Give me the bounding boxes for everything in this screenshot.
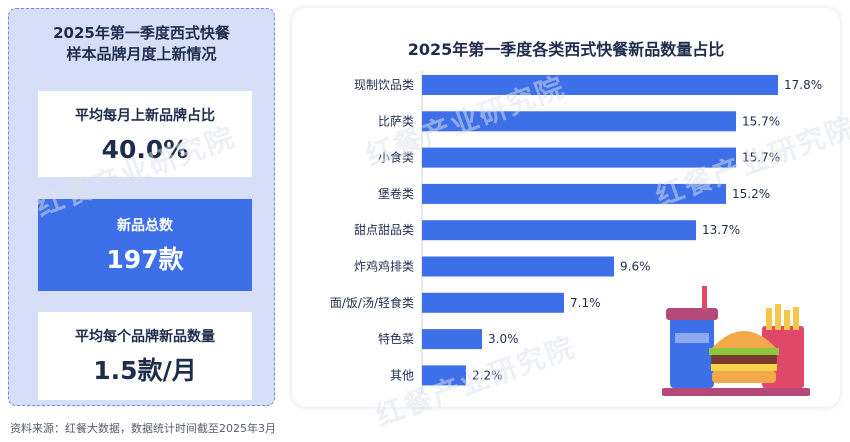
data-label: 15.7% xyxy=(742,114,780,128)
cup-icon xyxy=(670,313,714,388)
data-label: 9.6% xyxy=(620,260,651,274)
category-label: 现制饮品类 xyxy=(354,78,414,92)
category-label: 炸鸡鸡排类 xyxy=(354,259,414,274)
category-label: 特色菜 xyxy=(378,331,414,346)
stat-value: 1.5款/月 xyxy=(93,356,197,385)
category-label: 面/饭/汤/轻食类 xyxy=(330,295,414,310)
stat-label: 新品总数 xyxy=(117,218,173,234)
category-label: 小食类 xyxy=(378,150,414,165)
lettuce-icon xyxy=(709,348,779,355)
category-label: 堡卷类 xyxy=(378,186,414,201)
bar xyxy=(422,220,696,241)
category-label: 比萨类 xyxy=(378,114,414,128)
source-note: 资料来源：红餐大数据，数据统计时间截至2025年3月 xyxy=(10,422,276,435)
stat-value: 197款 xyxy=(106,245,184,274)
fry-icon xyxy=(784,310,790,330)
fry-icon xyxy=(766,308,772,330)
bar xyxy=(422,292,564,313)
data-label: 17.8% xyxy=(784,78,822,92)
cup-stripe-icon xyxy=(675,333,709,343)
summary-title-line1: 2025年第一季度西式快餐 xyxy=(53,24,230,42)
summary-title-line2: 样本品牌月度上新情况 xyxy=(66,45,217,63)
bar xyxy=(422,111,736,132)
tray-icon xyxy=(662,388,810,396)
bar xyxy=(422,183,726,204)
fry-icon xyxy=(793,307,799,330)
stat-card-monthly-brand-ratio: 平均每月上新品牌占比 40.0% xyxy=(38,91,252,177)
bar xyxy=(422,365,466,386)
chart-title: 2025年第一季度各类西式快餐新品数量占比 xyxy=(407,40,725,59)
stat-card-total-new-items: 新品总数 197款 xyxy=(38,199,252,291)
data-label: 7.1% xyxy=(570,296,601,310)
category-label: 甜点甜品类 xyxy=(354,223,414,237)
stat-label: 平均每月上新品牌占比 xyxy=(75,108,215,124)
patty-icon xyxy=(711,355,777,364)
data-label: 3.0% xyxy=(488,332,519,346)
bar xyxy=(422,329,482,350)
stat-card-items-per-brand: 平均每个品牌新品数量 1.5款/月 xyxy=(38,312,252,400)
data-label: 13.7% xyxy=(702,223,740,237)
cheese-icon xyxy=(711,364,777,371)
fry-icon xyxy=(775,304,781,330)
summary-title: 2025年第一季度西式快餐 样本品牌月度上新情况 xyxy=(9,23,274,65)
chart-panel: 2025年第一季度各类西式快餐新品数量占比 现制饮品类 17.8% 比萨类 15.7%… xyxy=(292,8,840,407)
summary-panel: 2025年第一季度西式快餐 样本品牌月度上新情况 平均每月上新品牌占比 40.0… xyxy=(8,8,275,406)
bar xyxy=(422,256,614,277)
data-label: 15.2% xyxy=(732,187,770,201)
bar xyxy=(422,75,778,95)
fast-food-illustration xyxy=(662,286,810,396)
cup-lid-icon xyxy=(666,308,718,320)
category-label: 其他 xyxy=(390,368,414,382)
data-label: 2.2% xyxy=(472,368,503,382)
bar xyxy=(422,147,736,168)
bar-chart: 现制饮品类 17.8% 比萨类 15.7% 小食类 15.7% 堡卷类 15.2% 甜点甜品类 1… xyxy=(330,71,822,396)
data-label: 15.7% xyxy=(742,151,780,165)
burger-bun-icon xyxy=(712,331,776,348)
straw-icon xyxy=(702,286,707,310)
stat-value: 40.0% xyxy=(101,135,189,164)
stat-label: 平均每个品牌新品数量 xyxy=(75,329,215,345)
burger-bottom-icon xyxy=(712,371,776,383)
